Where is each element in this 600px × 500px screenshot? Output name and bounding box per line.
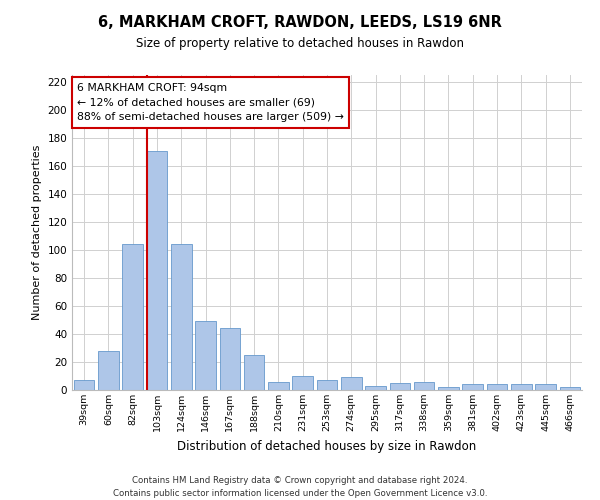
Bar <box>171 244 191 390</box>
Text: Contains HM Land Registry data © Crown copyright and database right 2024.
Contai: Contains HM Land Registry data © Crown c… <box>113 476 487 498</box>
Bar <box>341 378 362 390</box>
Bar <box>195 322 216 390</box>
Bar <box>146 150 167 390</box>
Bar <box>389 383 410 390</box>
Text: 6 MARKHAM CROFT: 94sqm
← 12% of detached houses are smaller (69)
88% of semi-det: 6 MARKHAM CROFT: 94sqm ← 12% of detached… <box>77 83 344 122</box>
Text: Size of property relative to detached houses in Rawdon: Size of property relative to detached ho… <box>136 38 464 51</box>
Bar <box>535 384 556 390</box>
Bar <box>317 380 337 390</box>
Bar <box>74 380 94 390</box>
Bar <box>220 328 240 390</box>
X-axis label: Distribution of detached houses by size in Rawdon: Distribution of detached houses by size … <box>178 440 476 452</box>
Bar <box>414 382 434 390</box>
Bar <box>463 384 483 390</box>
Bar <box>511 384 532 390</box>
Bar <box>268 382 289 390</box>
Text: 6, MARKHAM CROFT, RAWDON, LEEDS, LS19 6NR: 6, MARKHAM CROFT, RAWDON, LEEDS, LS19 6N… <box>98 15 502 30</box>
Bar <box>292 376 313 390</box>
Bar <box>122 244 143 390</box>
Bar <box>560 387 580 390</box>
Y-axis label: Number of detached properties: Number of detached properties <box>32 145 42 320</box>
Bar <box>98 351 119 390</box>
Bar <box>365 386 386 390</box>
Bar <box>487 384 508 390</box>
Bar <box>438 387 459 390</box>
Bar <box>244 355 265 390</box>
